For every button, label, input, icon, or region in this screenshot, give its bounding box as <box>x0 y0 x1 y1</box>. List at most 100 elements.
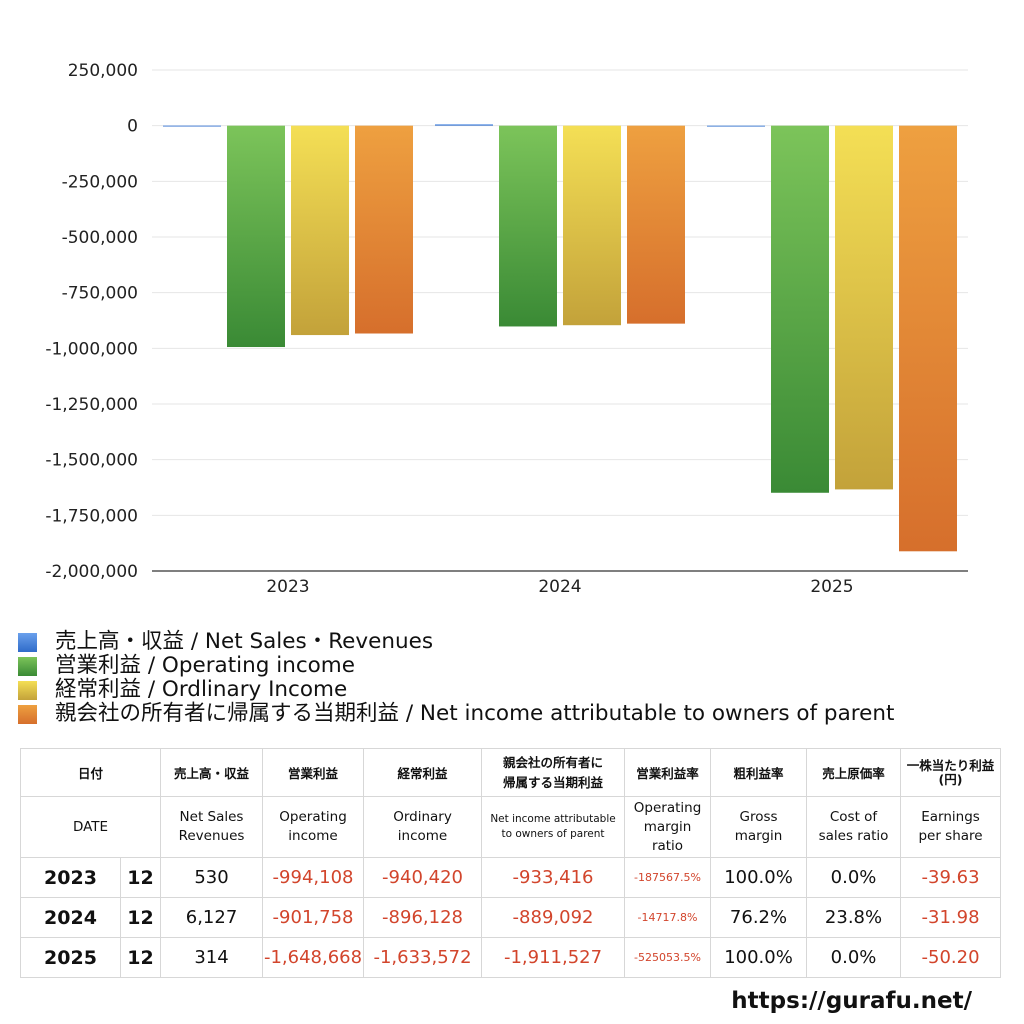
bar-2023-series-0 <box>163 125 221 127</box>
header-date-en: DATE <box>19 796 162 858</box>
cell-operating: -1,648,668 <box>262 937 365 978</box>
bar-2025-series-0 <box>707 125 765 127</box>
header-gross-en: Gross margin <box>710 796 808 858</box>
y-tick-label: -1,000,000 <box>45 339 138 359</box>
bars <box>163 124 957 552</box>
legend-item-ordinary-income: 経常利益 / Ordlinary Income <box>18 678 1018 702</box>
header-ordinary-en-line1: Ordinary <box>393 809 452 825</box>
header-net-jp-line2: 帰属する当期利益 <box>503 774 604 790</box>
cell-ordinary: -1,633,572 <box>363 937 483 978</box>
x-tick-label: 2024 <box>538 577 581 597</box>
header-gross-en-line1: Gross <box>739 809 778 825</box>
y-tick-label: -750,000 <box>62 284 138 304</box>
cell-cost: 0.0% <box>806 937 902 978</box>
bar-2024-series-2 <box>563 125 621 326</box>
y-tick-label: -1,750,000 <box>45 506 138 526</box>
axes: 250,000 0 -250,000 -500,000 -750,000 -1,000,0… <box>45 61 968 597</box>
cell-op-margin: -187567.5% <box>624 857 712 898</box>
cell-gross: 100.0% <box>710 937 808 978</box>
header-op-margin-en-line2: margin <box>643 818 692 835</box>
header-operating-en: Operating income <box>262 796 365 858</box>
header-net-en: Net income attributable to owners of par… <box>481 796 626 858</box>
header-cost-en-line2: sales ratio <box>818 828 889 844</box>
header-operating-en-line2: income <box>288 828 338 844</box>
cell-month: 12 <box>119 897 162 938</box>
y-tick-label: -1,500,000 <box>45 451 138 471</box>
header-net-en-line1: Net income attributable <box>490 813 616 825</box>
header-eps-en: Earnings per share <box>900 796 1002 858</box>
y-tick-label: -1,250,000 <box>45 395 138 415</box>
cell-month: 12 <box>119 937 162 978</box>
bar-chart: 250,000 0 -250,000 -500,000 -750,000 -1,000,0… <box>45 61 968 597</box>
cell-eps: -39.63 <box>900 857 1002 898</box>
bar-2025-series-2 <box>835 125 893 490</box>
legend-item-net-income: 親会社の所有者に帰属する当期利益 / Net income attributab… <box>18 702 1018 726</box>
bar-2024-series-0 <box>435 124 493 126</box>
cell-month: 12 <box>119 857 162 898</box>
table-header-en: DATE Net Sales Revenues Operating income… <box>19 796 1002 858</box>
cell-gross: 100.0% <box>710 857 808 898</box>
cell-sales: 530 <box>160 857 264 898</box>
header-ordinary-en-line2: income <box>397 828 448 844</box>
cell-net: -1,911,527 <box>481 937 626 978</box>
bar-2024-series-3 <box>627 125 685 324</box>
cell-operating: -994,108 <box>262 857 365 898</box>
header-eps-en-line1: Earnings <box>921 809 980 825</box>
table-row: 2023 12 530 -994,108 -940,420 -933,416 -… <box>20 857 1002 898</box>
header-eps-jp-line1: 一株当たり利益 <box>906 757 995 773</box>
legend: 売上高・収益 / Net Sales・Revenues 営業利益 / Opera… <box>18 630 1018 726</box>
header-eps-en-line2: per share <box>918 828 983 844</box>
header-ordinary-en: Ordinary income <box>363 796 483 858</box>
cell-year: 2024 <box>20 897 121 938</box>
y-tick-label: -500,000 <box>62 228 138 248</box>
header-sales-en: Net Sales Revenues <box>160 796 264 858</box>
header-net-jp-line1: 親会社の所有者に <box>503 754 604 770</box>
bar-2023-series-3 <box>355 125 413 334</box>
header-net-en-line2: to owners of parent <box>501 828 605 840</box>
header-op-margin-en-line1: Operating <box>633 799 702 816</box>
legend-swatch-ordinary-income <box>18 680 37 700</box>
table-row: 2024 12 6,127 -901,758 -896,128 -889,092… <box>20 897 1002 938</box>
legend-swatch-operating-income <box>18 656 37 676</box>
header-cost-en: Cost of sales ratio <box>806 796 902 858</box>
y-tick-label: -250,000 <box>62 172 138 192</box>
cell-sales: 314 <box>160 937 264 978</box>
header-cost-jp: 売上原価率 <box>806 748 902 797</box>
legend-label-net-income: 親会社の所有者に帰属する当期利益 / Net income attributab… <box>55 701 895 726</box>
legend-swatch-net-income <box>18 704 37 724</box>
bar-2023-series-1 <box>227 125 285 348</box>
header-cost-en-line1: Cost of <box>829 809 878 825</box>
header-gross-en-line2: margin <box>734 828 783 844</box>
y-tick-label: -2,000,000 <box>45 562 138 582</box>
cell-eps: -31.98 <box>900 897 1002 938</box>
site-url: https://gurafu.net/ <box>731 988 972 1014</box>
legend-label-net-sales: 売上高・収益 / Net Sales・Revenues <box>55 629 434 654</box>
table-row: 2025 12 314 -1,648,668 -1,633,572 -1,911… <box>20 937 1002 978</box>
cell-year: 2023 <box>20 857 121 898</box>
x-tick-label: 2025 <box>810 577 853 597</box>
cell-cost: 0.0% <box>806 857 902 898</box>
header-op-margin-en-line3: ratio <box>651 837 684 854</box>
legend-label-operating-income: 営業利益 / Operating income <box>55 653 355 678</box>
cell-operating: -901,758 <box>262 897 365 938</box>
legend-swatch-net-sales <box>18 632 37 652</box>
header-sales-en-line2: Revenues <box>178 828 245 844</box>
cell-ordinary: -940,420 <box>363 857 483 898</box>
header-date-jp: 日付 <box>19 748 162 797</box>
cell-cost: 23.8% <box>806 897 902 938</box>
header-sales-en-line1: Net Sales <box>179 809 244 825</box>
bar-2025-series-1 <box>771 125 829 493</box>
y-tick-label: 250,000 <box>68 61 138 81</box>
y-tick-label: 0 <box>127 117 138 137</box>
header-sales-jp: 売上高・収益 <box>160 748 264 797</box>
chart-area: 250,000 0 -250,000 -500,000 -750,000 -1,000,0… <box>45 61 968 597</box>
table-header-jp: 日付 売上高・収益 営業利益 経常利益 親会社の所有者に 帰属する当期利益 営業… <box>19 748 1002 797</box>
legend-item-operating-income: 営業利益 / Operating income <box>18 654 1018 678</box>
cell-sales: 6,127 <box>160 897 264 938</box>
header-op-margin-en: Operating margin ratio <box>624 796 712 858</box>
cell-eps: -50.20 <box>900 937 1002 978</box>
cell-year: 2025 <box>20 937 121 978</box>
header-eps-jp-line2: (円) <box>938 771 963 787</box>
cell-ordinary: -896,128 <box>363 897 483 938</box>
bar-2024-series-1 <box>499 125 557 327</box>
